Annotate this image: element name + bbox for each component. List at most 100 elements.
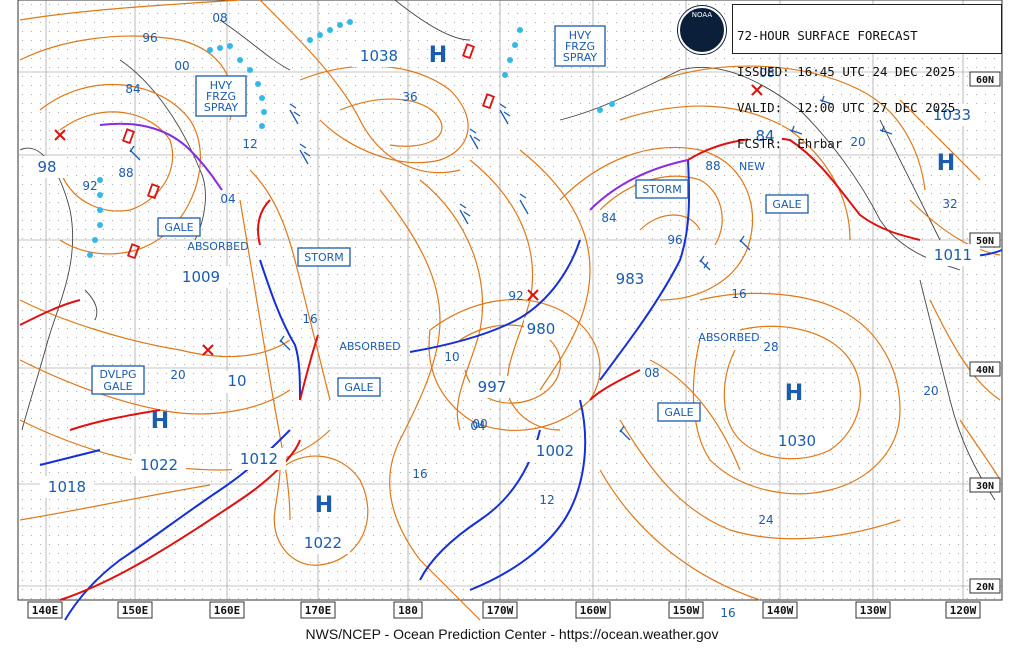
hazard-line: HVY — [210, 79, 233, 92]
svg-text:140W: 140W — [767, 604, 794, 617]
high-letter: H — [785, 381, 803, 406]
high-letter: H — [429, 43, 447, 68]
lon-label: 150W — [668, 601, 704, 619]
svg-text:98: 98 — [37, 158, 56, 176]
svg-text:10: 10 — [227, 372, 246, 390]
svg-text:180: 180 — [398, 604, 418, 617]
isobar-value: 08 — [212, 11, 227, 25]
svg-text:170E: 170E — [305, 604, 332, 617]
pressure-box: 1011 — [926, 244, 980, 266]
hazard-line: SPRAY — [563, 51, 597, 64]
footer-credit: NWS/NCEP - Ocean Prediction Center - htt… — [305, 626, 719, 642]
svg-text:140E: 140E — [32, 604, 59, 617]
high-letter: H — [151, 409, 169, 434]
spray-markers — [121, 43, 495, 260]
svg-text:60N: 60N — [976, 75, 994, 86]
new-label: NEW — [739, 160, 765, 173]
isobar-value: 20 — [923, 384, 938, 398]
isobar-value: 00 — [472, 417, 487, 431]
isobars — [19, 0, 1001, 621]
pressure-values: 1038 1033 1022 1030 1022 98 1009 10 997 … — [30, 45, 980, 554]
svg-text:983: 983 — [616, 270, 645, 288]
isobar-value: 12 — [539, 493, 554, 507]
isobar-value: 28 — [763, 340, 778, 354]
svg-text:GALE: GALE — [344, 381, 373, 394]
svg-text:1011: 1011 — [934, 246, 972, 264]
lon-label: 130W — [855, 601, 891, 619]
wind-barbs — [129, 95, 893, 441]
lon-label: 170E — [300, 601, 336, 619]
svg-text:997: 997 — [478, 378, 507, 396]
hazard-line: FRZG — [206, 90, 236, 103]
isobar-labels: 08 96 00 84 92 88 04 12 36 16 20 10 00 0… — [82, 11, 957, 620]
pressure-box: 1030 — [770, 430, 824, 452]
svg-text:1012: 1012 — [240, 450, 278, 468]
svg-text:150W: 150W — [673, 604, 700, 617]
hazard-line: DVLPG — [99, 368, 136, 381]
svg-text:STORM: STORM — [304, 251, 344, 264]
pressure-box: 983 — [608, 268, 652, 290]
isobar-value: 16 — [720, 606, 735, 620]
svg-text:150E: 150E — [122, 604, 149, 617]
isobar-value: 20 — [850, 135, 865, 149]
hazard-line: FRZG — [565, 40, 595, 53]
isobar-value: 36 — [402, 90, 417, 104]
pressure-box: 1009 — [174, 266, 228, 288]
svg-text:GALE: GALE — [164, 221, 193, 234]
pressure-box: 84 — [748, 125, 782, 147]
absorbed-label: ABSORBED — [339, 340, 400, 353]
lon-label: 160E — [209, 601, 245, 619]
isobar-value: 00 — [174, 59, 189, 73]
isobar-value: 92 — [82, 179, 97, 193]
hazard-box: DVLPG GALE — [91, 365, 145, 395]
lat-label: 50N — [969, 232, 1001, 248]
lon-label: 170W — [482, 601, 518, 619]
issued-time: ISSUED: 16:45 UTC 24 DEC 2025 — [737, 64, 956, 79]
svg-text:1022: 1022 — [304, 534, 342, 552]
svg-text:84: 84 — [755, 127, 774, 145]
occluded-fronts — [99, 122, 689, 211]
lon-label: 140E — [27, 601, 63, 619]
forecast-title: 72-HOUR SURFACE FORECAST — [737, 28, 918, 43]
pressure-box: 1033 — [925, 104, 979, 126]
lat-label: 60N — [969, 71, 1001, 87]
hazard-box: GALE — [337, 377, 381, 397]
svg-text:170W: 170W — [487, 604, 514, 617]
pressure-box: 1022 — [132, 454, 186, 476]
isobar-value: 96 — [142, 31, 157, 45]
pressure-box: 98 — [30, 156, 64, 178]
svg-text:STORM: STORM — [642, 183, 682, 196]
noaa-logo: NOAA — [678, 6, 726, 54]
isobar-value: 04 — [220, 192, 235, 206]
absorbed-label: ABSORBED — [187, 240, 248, 253]
isobar-value: 10 — [444, 350, 459, 364]
isobar-value: 92 — [508, 289, 523, 303]
svg-text:120W: 120W — [950, 604, 977, 617]
ice-dots — [87, 19, 615, 258]
isobar-value: 20 — [170, 368, 185, 382]
pressure-box: 10 — [220, 371, 254, 393]
high-letter: H — [315, 493, 333, 518]
lat-labels: 60N 50N 40N 30N 20N — [969, 71, 1001, 594]
forecast-info-box: 72-HOUR SURFACE FORECAST ISSUED: 16:45 U… — [732, 4, 1002, 150]
isobar-value: 16 — [302, 312, 317, 326]
hazard-box: GALE — [765, 194, 809, 214]
hazard-box: GALE — [657, 402, 701, 422]
svg-text:980: 980 — [527, 320, 556, 338]
svg-text:1009: 1009 — [182, 268, 220, 286]
svg-text:160E: 160E — [214, 604, 241, 617]
pressure-box: 1038 — [352, 45, 406, 67]
hazard-line: GALE — [103, 380, 132, 393]
lon-label: 140W — [762, 601, 798, 619]
svg-text:1033: 1033 — [933, 106, 971, 124]
hazard-box: STORM — [297, 247, 351, 267]
isobar-value: 84 — [601, 211, 616, 225]
isobar-value: 88 — [705, 159, 720, 173]
hazard-line: HVY — [569, 29, 592, 42]
hazard-line: SPRAY — [204, 101, 238, 114]
lat-label: 30N — [969, 477, 1001, 493]
high-letter: H — [937, 151, 955, 176]
lon-label: 150E — [117, 601, 153, 619]
lat-label: 20N — [969, 578, 1001, 594]
isobar-value: 84 — [125, 82, 140, 96]
